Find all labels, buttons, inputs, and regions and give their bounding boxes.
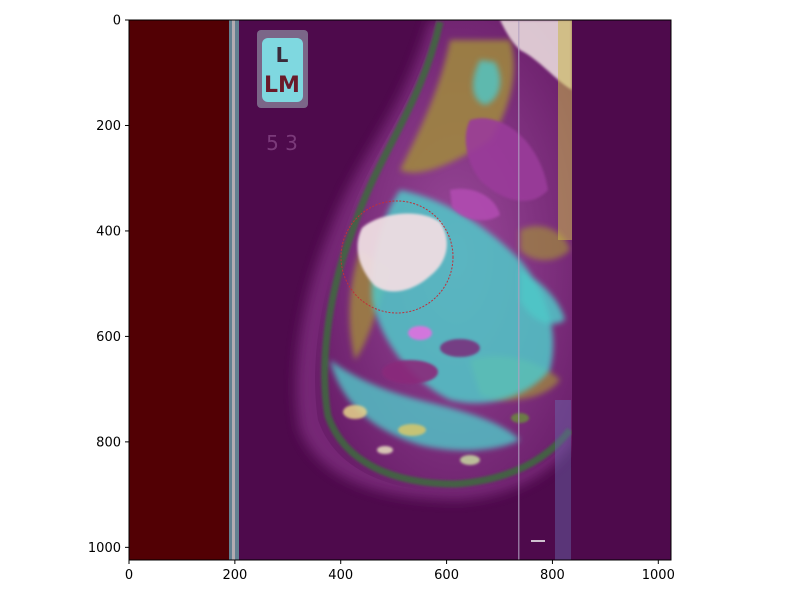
mammogram-image: L LM 5 3 bbox=[129, 20, 671, 560]
marker-line1: L bbox=[276, 43, 289, 67]
y-tick-label: 400 bbox=[96, 224, 121, 239]
x-tick-label: 200 bbox=[222, 568, 247, 583]
left-band bbox=[129, 20, 229, 560]
marker-line2: LM bbox=[264, 73, 300, 98]
x-axis: 0 200 400 600 800 1000 bbox=[125, 560, 675, 583]
x-tick-label: 600 bbox=[434, 568, 459, 583]
y-tick-label: 0 bbox=[113, 14, 121, 29]
y-tick-label: 600 bbox=[96, 330, 121, 345]
y-axis: 0 200 400 600 800 1000 bbox=[88, 14, 129, 556]
right-band bbox=[572, 20, 671, 560]
x-tick-label: 0 bbox=[125, 568, 133, 583]
x-tick-label: 400 bbox=[328, 568, 353, 583]
axes-frame bbox=[128, 19, 672, 561]
x-tick-label: 800 bbox=[540, 568, 565, 583]
laterality-marker: L LM bbox=[257, 30, 308, 108]
lesion-region bbox=[357, 213, 447, 292]
x-tick-label: 1000 bbox=[642, 568, 675, 583]
faint-mark: 5 3 bbox=[266, 131, 298, 155]
y-tick-label: 1000 bbox=[88, 541, 121, 556]
magenta-regions bbox=[382, 118, 548, 384]
roi-circle bbox=[340, 200, 454, 314]
y-tick-label: 800 bbox=[96, 435, 121, 450]
y-tick-label: 200 bbox=[96, 119, 121, 134]
